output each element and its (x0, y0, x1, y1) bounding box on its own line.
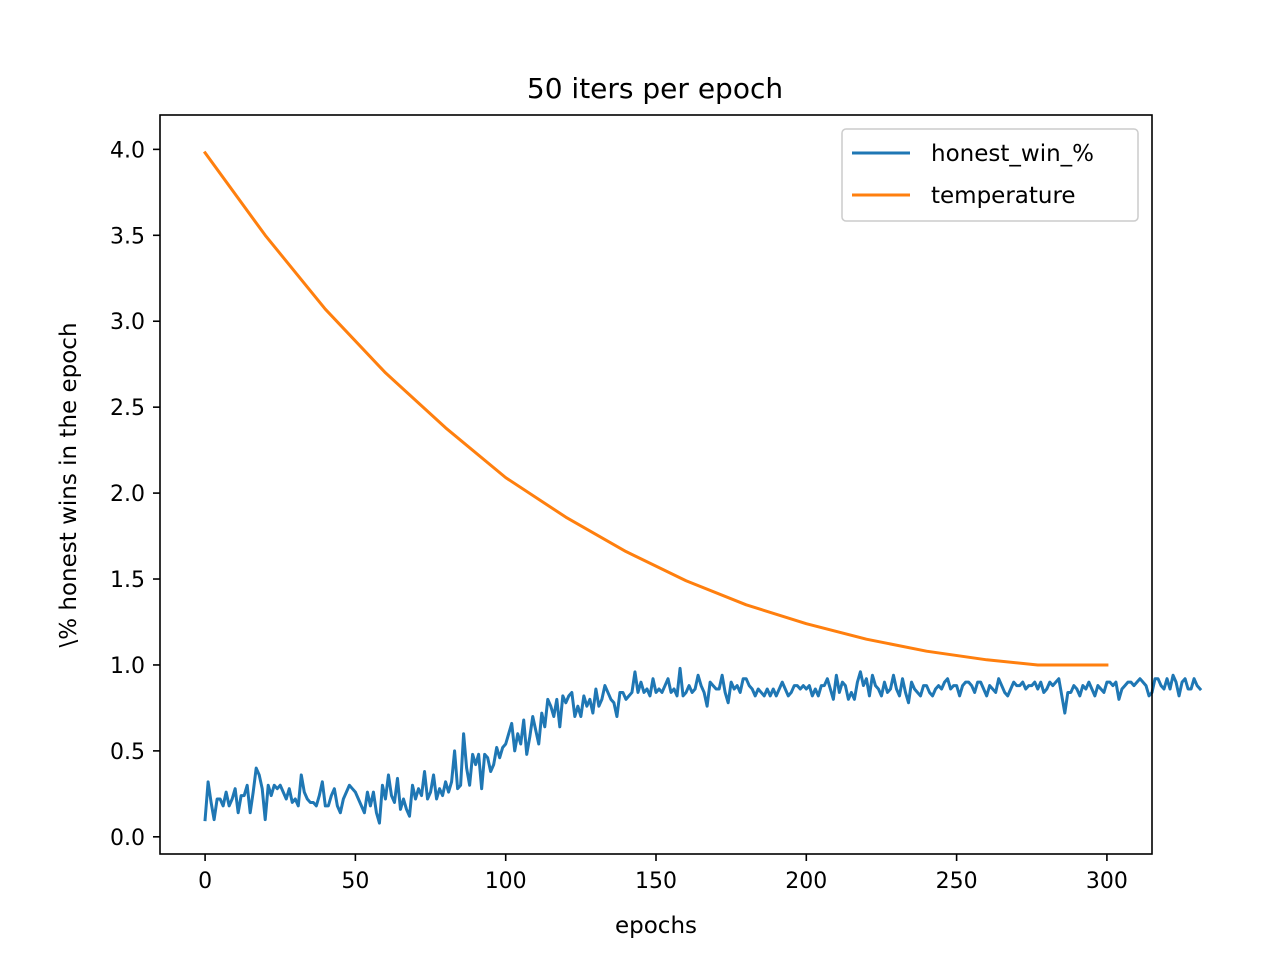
y-tick-label: 3.5 (110, 224, 145, 249)
y-axis-label: \% honest wins in the epoch (56, 322, 82, 647)
series-line-honest-win (203, 666, 1203, 825)
legend-label-temperature: temperature (931, 183, 1076, 209)
x-tick-label: 50 (341, 869, 369, 894)
x-tick-label: 300 (1086, 869, 1128, 894)
x-tick-label: 250 (936, 869, 978, 894)
y-axis: 0.0 0.5 1.0 1.5 2.0 2.5 3.0 3.5 4.0 (110, 138, 160, 851)
series-line-temperature (202, 150, 1109, 667)
y-tick-label: 0.0 (110, 826, 145, 851)
y-tick-label: 1.0 (110, 654, 145, 679)
y-tick-label: 3.0 (110, 310, 145, 335)
series-layer (202, 150, 1203, 825)
y-tick-label: 0.5 (110, 740, 145, 765)
chart-title: 50 iters per epoch (527, 72, 783, 105)
x-tick-label: 150 (635, 869, 677, 894)
y-tick-label: 4.0 (110, 138, 145, 163)
y-tick-label: 2.0 (110, 482, 145, 507)
x-tick-label: 100 (485, 869, 527, 894)
x-tick-label: 200 (785, 869, 827, 894)
x-axis: 0 50 100 150 200 250 300 (198, 854, 1128, 894)
x-tick-label: 0 (198, 869, 212, 894)
legend-label-honest-win: honest_win_% (931, 141, 1094, 167)
legend: honest_win_% temperature (841, 128, 1139, 222)
legend-box (841, 128, 1139, 222)
y-tick-label: 2.5 (110, 396, 145, 421)
y-tick-label: 1.5 (110, 568, 145, 593)
x-axis-label: epochs (615, 913, 697, 939)
